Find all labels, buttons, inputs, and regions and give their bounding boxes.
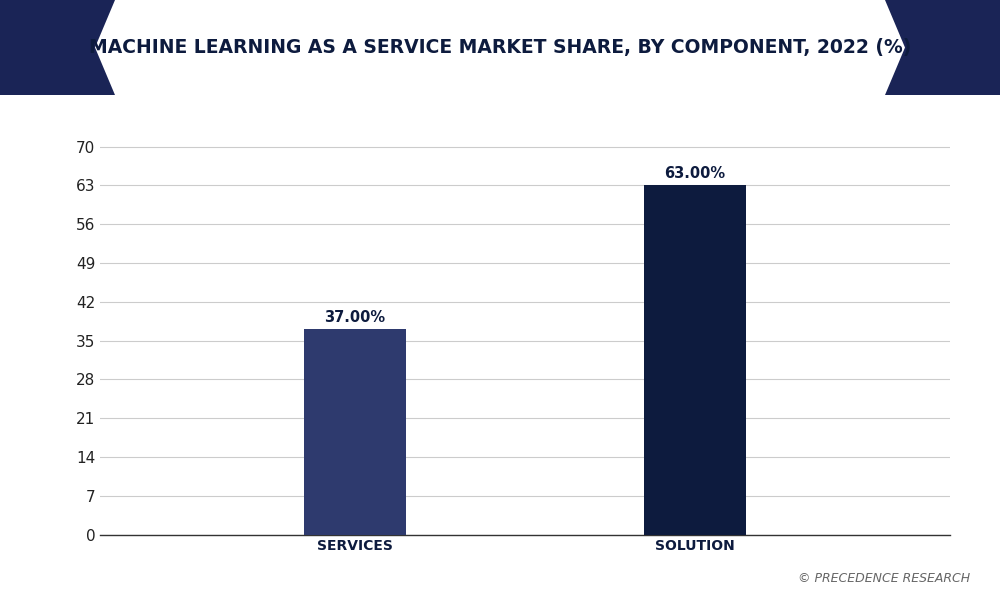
- Polygon shape: [885, 0, 930, 95]
- Polygon shape: [70, 0, 115, 95]
- Bar: [644, 185, 746, 535]
- Text: 63.00%: 63.00%: [664, 166, 726, 181]
- Bar: [70, 0, 930, 95]
- Bar: [304, 330, 406, 535]
- Text: MACHINE LEARNING AS A SERVICE MARKET SHARE, BY COMPONENT, 2022 (%): MACHINE LEARNING AS A SERVICE MARKET SHA…: [89, 38, 911, 57]
- Polygon shape: [0, 0, 85, 95]
- Text: © PRECEDENCE RESEARCH: © PRECEDENCE RESEARCH: [798, 572, 970, 585]
- Text: 37.00%: 37.00%: [324, 310, 386, 325]
- Polygon shape: [915, 0, 1000, 95]
